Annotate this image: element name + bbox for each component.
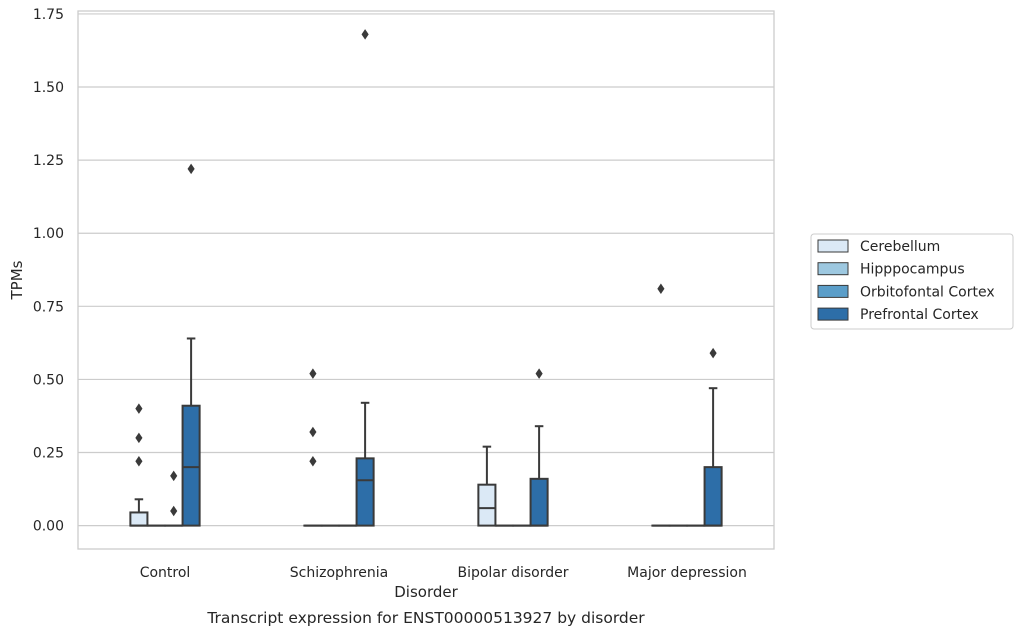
box-cerebellum [651, 283, 671, 527]
y-tick-label: 1.50 [33, 80, 64, 96]
outlier-point [170, 505, 178, 517]
box-orbitofontal-cortex [164, 470, 184, 527]
y-tick-label: 1.00 [33, 226, 64, 242]
x-tick-label: Major depression [627, 565, 747, 581]
legend-label: Cerebellum [860, 239, 940, 255]
box-prefrontal-cortex [703, 347, 723, 527]
box-cerebellum [477, 445, 497, 527]
legend-swatch [817, 284, 849, 298]
outlier-point [657, 283, 665, 295]
legend-swatch [817, 307, 849, 321]
outlier-point [135, 403, 143, 414]
box-cerebellum [129, 403, 149, 527]
outlier-point [135, 432, 143, 444]
box-prefrontal-cortex [355, 29, 375, 527]
outlier-point [709, 347, 717, 359]
legend-frame [810, 233, 1014, 330]
box-prefrontal-cortex [181, 163, 201, 527]
outlier-point [361, 29, 369, 40]
box-iqr [529, 477, 549, 527]
box-prefrontal-cortex [529, 368, 549, 527]
legend-label: Hipppocampus [860, 262, 965, 278]
box-iqr [129, 511, 149, 527]
outlier-point [309, 426, 317, 438]
x-tick-label: Control [140, 565, 191, 581]
y-tick-label: 0.50 [33, 372, 64, 388]
y-tick-label: 0.75 [33, 299, 64, 315]
legend-swatch [817, 262, 849, 276]
x-tick-label: Bipolar disorder [457, 565, 568, 581]
y-tick-label: 0.00 [33, 519, 64, 535]
legend-items: Cerebellum Hipppocampus Orbitofontal Corte… [817, 239, 995, 323]
x-tick-label: Schizophrenia [290, 565, 388, 581]
legend: Cerebellum Hipppocampus Orbitofontal Corte… [810, 233, 1014, 330]
box-cerebellum [303, 368, 323, 527]
box-iqr [703, 466, 723, 527]
box-iqr [477, 483, 497, 527]
plot-area-frame [77, 10, 775, 550]
x-axis-ticks: Control Schizophrenia Bipolar disorder Majo… [140, 565, 747, 581]
box-iqr [355, 457, 375, 527]
legend-swatch [817, 239, 849, 253]
y-tick-label: 0.25 [33, 446, 64, 462]
y-axis-ticks: 0.00 0.25 0.50 0.75 1.00 1.25 1.50 1.75 [33, 7, 64, 535]
legend-label: Orbitofontal Cortex [860, 284, 995, 300]
x-axis-label: Disorder [394, 583, 458, 601]
outlier-point [135, 456, 143, 467]
box-iqr [181, 404, 201, 527]
outlier-point [309, 456, 317, 467]
outlier-point [535, 368, 543, 379]
legend-label: Prefrontal Cortex [860, 307, 979, 323]
y-tick-label: 1.75 [33, 7, 64, 23]
outlier-point [309, 368, 317, 379]
y-tick-label: 1.25 [33, 153, 64, 169]
outlier-point [187, 163, 195, 175]
chart-caption: Transcript expression for ENST0000051392… [206, 609, 645, 627]
outlier-point [170, 470, 178, 482]
boxes [129, 29, 723, 527]
y-axis-label: TPMs [8, 260, 26, 300]
